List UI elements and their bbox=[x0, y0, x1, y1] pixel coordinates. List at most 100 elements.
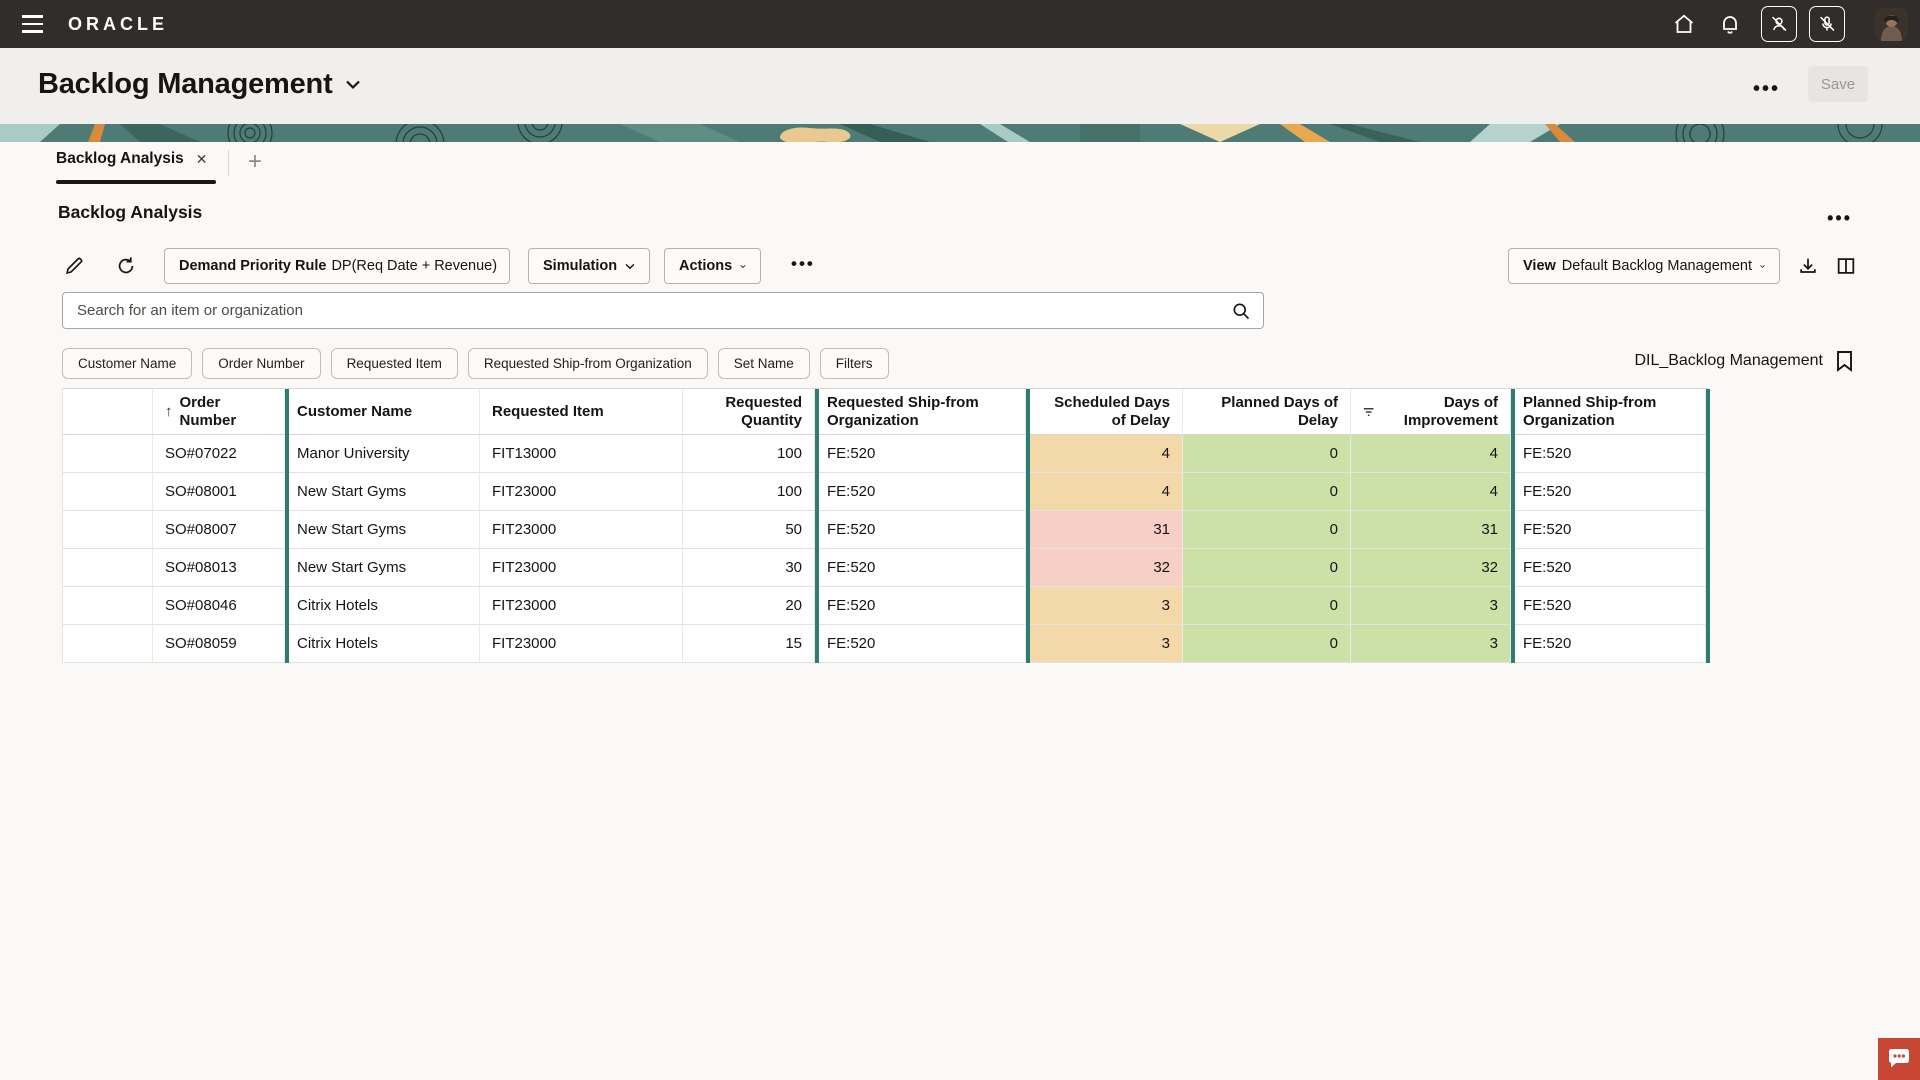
cell-item[interactable]: FIT13000 bbox=[480, 435, 683, 473]
cell-planned-ship-from[interactable]: FE:520 bbox=[1511, 587, 1706, 625]
cell-order[interactable]: SO#08046 bbox=[153, 587, 285, 625]
cell-scheduled-delay[interactable]: 3 bbox=[1026, 587, 1183, 625]
cell-order[interactable]: SO#08001 bbox=[153, 473, 285, 511]
pencil-icon[interactable] bbox=[60, 252, 88, 280]
cell-row-selector[interactable] bbox=[63, 587, 153, 625]
split-columns-icon[interactable] bbox=[1832, 252, 1860, 280]
chip-requested-item[interactable]: Requested Item bbox=[330, 348, 458, 379]
cell-order[interactable]: SO#08013 bbox=[153, 549, 285, 587]
cell-item[interactable]: FIT23000 bbox=[480, 587, 683, 625]
chip-order-number[interactable]: Order Number bbox=[202, 348, 321, 379]
chip-requested-ship-from-organization[interactable]: Requested Ship-from Organization bbox=[467, 348, 708, 379]
cell-customer[interactable]: Citrix Hotels bbox=[285, 587, 480, 625]
cell-row-selector[interactable] bbox=[63, 435, 153, 473]
chip-set-name[interactable]: Set Name bbox=[717, 348, 810, 379]
cell-item[interactable]: FIT23000 bbox=[480, 549, 683, 587]
cell-order[interactable]: SO#07022 bbox=[153, 435, 285, 473]
chip-customer-name[interactable]: Customer Name bbox=[62, 348, 193, 379]
cell-planned-ship-from[interactable]: FE:520 bbox=[1511, 511, 1706, 549]
cell-scheduled-delay[interactable]: 31 bbox=[1026, 511, 1183, 549]
search-input[interactable] bbox=[63, 302, 1231, 319]
chip-filters[interactable]: Filters bbox=[819, 348, 889, 379]
cell-order[interactable]: SO#08007 bbox=[153, 511, 285, 549]
save-button[interactable]: Save bbox=[1808, 66, 1868, 102]
cell-planned-delay[interactable]: 0 bbox=[1183, 549, 1351, 587]
cell-scheduled-delay[interactable]: 4 bbox=[1026, 473, 1183, 511]
cell-customer[interactable]: Citrix Hotels bbox=[285, 625, 480, 663]
cell-planned-delay[interactable]: 0 bbox=[1183, 473, 1351, 511]
refresh-icon[interactable] bbox=[112, 252, 140, 280]
cell-qty[interactable]: 100 bbox=[683, 473, 815, 511]
column-header-planned-days-of-delay[interactable]: Planned Days of Delay bbox=[1183, 389, 1351, 435]
tab-backlog-analysis[interactable]: Backlog Analysis ✕ bbox=[56, 150, 208, 168]
column-header-customer-name[interactable]: Customer Name bbox=[285, 389, 480, 435]
chat-bubble-icon[interactable] bbox=[1878, 1038, 1920, 1080]
download-icon[interactable] bbox=[1794, 252, 1822, 280]
cell-improvement[interactable]: 32 bbox=[1351, 549, 1511, 587]
filter-icon[interactable] bbox=[1363, 406, 1374, 418]
page-more-button[interactable]: ••• bbox=[1752, 78, 1780, 100]
cell-planned-delay[interactable]: 0 bbox=[1183, 511, 1351, 549]
home-icon[interactable] bbox=[1665, 5, 1703, 43]
cell-improvement[interactable]: 4 bbox=[1351, 435, 1511, 473]
cell-ship-from[interactable]: FE:520 bbox=[815, 435, 1026, 473]
section-more-button[interactable]: ••• bbox=[1827, 208, 1852, 228]
cell-ship-from[interactable]: FE:520 bbox=[815, 625, 1026, 663]
cell-row-selector[interactable] bbox=[63, 625, 153, 663]
column-header-requested-item[interactable]: Requested Item bbox=[480, 389, 683, 435]
cell-customer[interactable]: Manor University bbox=[285, 435, 480, 473]
column-header-order-number[interactable]: ↑ Order Number bbox=[153, 389, 285, 435]
cell-planned-ship-from[interactable]: FE:520 bbox=[1511, 549, 1706, 587]
cell-row-selector[interactable] bbox=[63, 511, 153, 549]
cell-ship-from[interactable]: FE:520 bbox=[815, 549, 1026, 587]
bell-icon[interactable] bbox=[1711, 5, 1749, 43]
cell-improvement[interactable]: 3 bbox=[1351, 625, 1511, 663]
column-header-select[interactable] bbox=[63, 389, 153, 435]
cell-qty[interactable]: 20 bbox=[683, 587, 815, 625]
cell-scheduled-delay[interactable]: 32 bbox=[1026, 549, 1183, 587]
cell-item[interactable]: FIT23000 bbox=[480, 473, 683, 511]
column-header-requested-quantity[interactable]: Requested Quantity bbox=[683, 389, 815, 435]
close-icon[interactable]: ✕ bbox=[195, 150, 208, 167]
bookmark-icon[interactable] bbox=[1835, 350, 1854, 372]
cell-planned-ship-from[interactable]: FE:520 bbox=[1511, 435, 1706, 473]
view-dropdown[interactable]: View Default Backlog Management bbox=[1508, 248, 1780, 284]
cell-item[interactable]: FIT23000 bbox=[480, 511, 683, 549]
cell-qty[interactable]: 100 bbox=[683, 435, 815, 473]
mic-slash-icon[interactable] bbox=[1809, 6, 1845, 42]
toolbar-more-button[interactable]: ••• bbox=[791, 254, 815, 273]
cell-customer[interactable]: New Start Gyms bbox=[285, 473, 480, 511]
actions-dropdown[interactable]: Actions bbox=[664, 248, 761, 284]
cell-planned-delay[interactable]: 0 bbox=[1183, 435, 1351, 473]
cell-ship-from[interactable]: FE:520 bbox=[815, 473, 1026, 511]
cell-improvement[interactable]: 4 bbox=[1351, 473, 1511, 511]
cell-customer[interactable]: New Start Gyms bbox=[285, 511, 480, 549]
cell-planned-ship-from[interactable]: FE:520 bbox=[1511, 625, 1706, 663]
cell-row-selector[interactable] bbox=[63, 473, 153, 511]
search-icon[interactable] bbox=[1231, 301, 1251, 321]
cell-improvement[interactable]: 3 bbox=[1351, 587, 1511, 625]
cell-ship-from[interactable]: FE:520 bbox=[815, 511, 1026, 549]
cell-scheduled-delay[interactable]: 4 bbox=[1026, 435, 1183, 473]
sort-ascending-icon[interactable]: ↑ bbox=[165, 402, 173, 420]
cell-qty[interactable]: 15 bbox=[683, 625, 815, 663]
cell-order[interactable]: SO#08059 bbox=[153, 625, 285, 663]
cell-ship-from[interactable]: FE:520 bbox=[815, 587, 1026, 625]
user-slash-icon[interactable] bbox=[1761, 6, 1797, 42]
menu-icon[interactable] bbox=[14, 4, 54, 44]
cell-scheduled-delay[interactable]: 3 bbox=[1026, 625, 1183, 663]
demand-priority-rule-dropdown[interactable]: Demand Priority Rule DP(Req Date + Reven… bbox=[164, 248, 510, 284]
cell-row-selector[interactable] bbox=[63, 549, 153, 587]
cell-item[interactable]: FIT23000 bbox=[480, 625, 683, 663]
cell-customer[interactable]: New Start Gyms bbox=[285, 549, 480, 587]
column-header-scheduled-days-of-delay[interactable]: Scheduled Days of Delay bbox=[1026, 389, 1183, 435]
page-title-dropdown[interactable]: Backlog Management bbox=[38, 68, 361, 101]
simulation-dropdown[interactable]: Simulation bbox=[528, 248, 650, 284]
cell-qty[interactable]: 30 bbox=[683, 549, 815, 587]
cell-planned-ship-from[interactable]: FE:520 bbox=[1511, 473, 1706, 511]
column-header-days-of-improvement[interactable]: Days of Improvement bbox=[1351, 389, 1511, 435]
cell-planned-delay[interactable]: 0 bbox=[1183, 625, 1351, 663]
cell-planned-delay[interactable]: 0 bbox=[1183, 587, 1351, 625]
cell-improvement[interactable]: 31 bbox=[1351, 511, 1511, 549]
column-header-planned-ship-from-organization[interactable]: Planned Ship-from Organization bbox=[1511, 389, 1706, 435]
